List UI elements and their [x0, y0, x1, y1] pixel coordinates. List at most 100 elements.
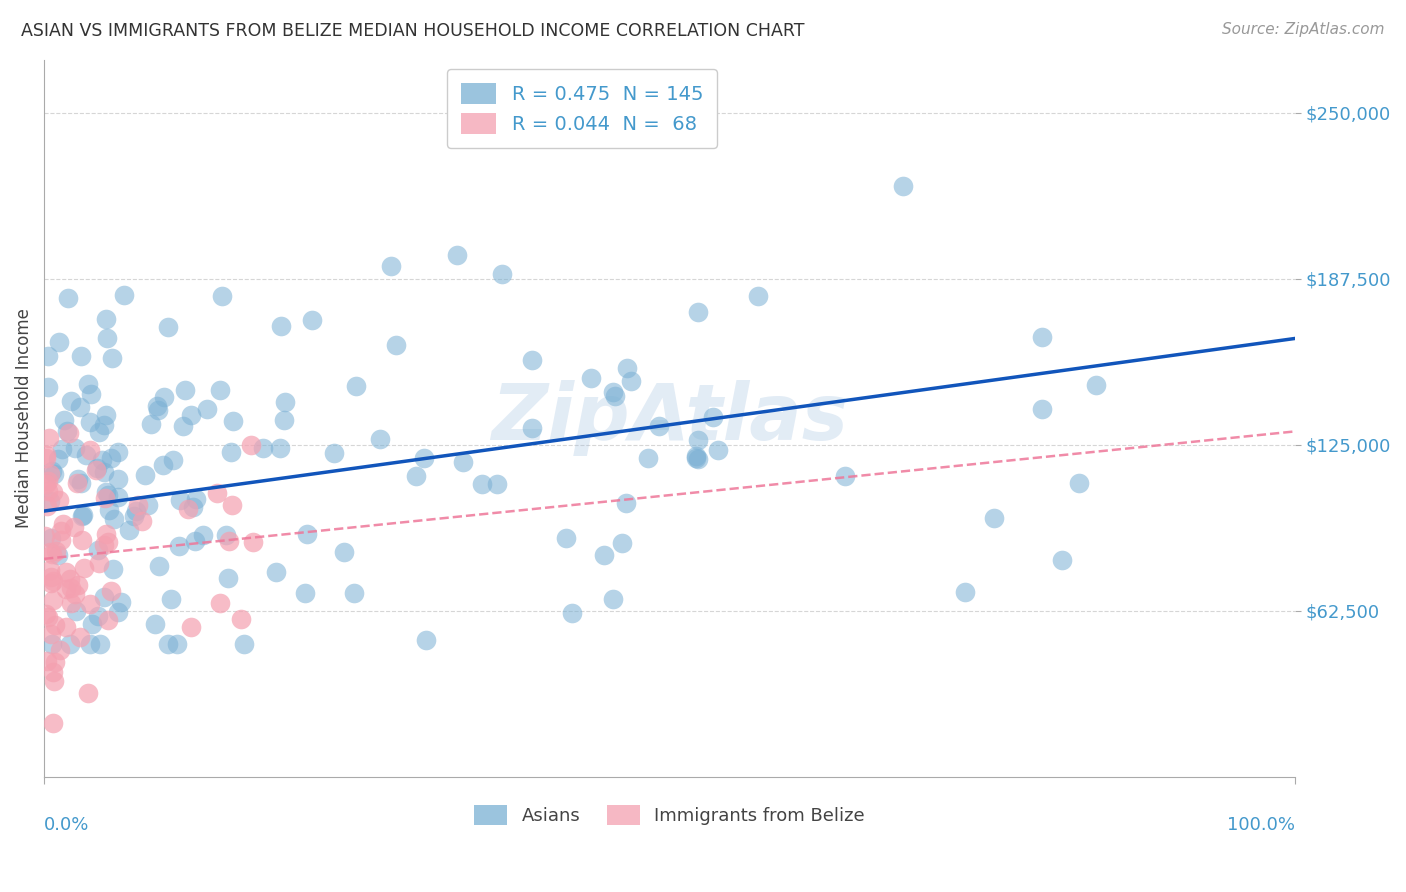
- Point: [37, 483, 59, 498]
- Point: [97, 488, 120, 502]
- Point: [58, 426, 80, 441]
- Point: [59, 581, 82, 595]
- Point: [686, 305, 709, 319]
- Point: [49, 524, 72, 538]
- Point: [62, 520, 84, 534]
- Point: [44, 617, 66, 632]
- Point: [614, 496, 637, 510]
- Point: [55, 566, 77, 580]
- Point: [131, 514, 153, 528]
- Point: [41, 547, 63, 561]
- Point: [70, 509, 93, 524]
- Text: ZipAtlas: ZipAtlas: [491, 380, 848, 456]
- Point: [156, 319, 179, 334]
- Point: [413, 451, 436, 466]
- Point: [451, 455, 474, 469]
- Point: [89, 637, 111, 651]
- Point: [1031, 329, 1053, 343]
- Point: [39, 531, 62, 545]
- Point: [208, 596, 231, 610]
- Point: [96, 331, 118, 345]
- Point: [107, 605, 129, 619]
- Point: [94, 311, 117, 326]
- Point: [94, 408, 117, 422]
- Point: [166, 637, 188, 651]
- Point: [146, 402, 169, 417]
- Point: [270, 318, 292, 333]
- Point: [37, 349, 59, 363]
- Point: [273, 412, 295, 426]
- Legend: Asians, Immigrants from Belize: Asians, Immigrants from Belize: [467, 797, 872, 832]
- Point: [87, 543, 110, 558]
- Point: [205, 486, 228, 500]
- Point: [169, 539, 191, 553]
- Point: [208, 384, 231, 398]
- Point: [520, 353, 543, 368]
- Point: [561, 606, 583, 620]
- Point: [368, 433, 391, 447]
- Point: [72, 508, 94, 523]
- Point: [138, 499, 160, 513]
- Point: [264, 566, 287, 580]
- Point: [56, 424, 79, 438]
- Point: [211, 289, 233, 303]
- Point: [637, 451, 659, 466]
- Y-axis label: Median Household Income: Median Household Income: [15, 308, 32, 528]
- Point: [415, 633, 437, 648]
- Point: [294, 585, 316, 599]
- Point: [41, 464, 63, 478]
- Point: [219, 445, 242, 459]
- Point: [97, 613, 120, 627]
- Point: [685, 449, 707, 463]
- Point: [94, 491, 117, 506]
- Point: [93, 538, 115, 552]
- Point: [86, 460, 108, 475]
- Point: [93, 590, 115, 604]
- Point: [148, 559, 170, 574]
- Point: [107, 444, 129, 458]
- Point: [37, 654, 59, 668]
- Text: Source: ZipAtlas.com: Source: ZipAtlas.com: [1222, 22, 1385, 37]
- Text: 100.0%: 100.0%: [1227, 816, 1295, 834]
- Point: [252, 442, 274, 456]
- Point: [301, 312, 323, 326]
- Point: [134, 468, 156, 483]
- Point: [706, 442, 728, 457]
- Point: [446, 248, 468, 262]
- Point: [65, 603, 87, 617]
- Point: [616, 361, 638, 376]
- Point: [66, 578, 89, 592]
- Point: [79, 442, 101, 457]
- Point: [174, 384, 197, 398]
- Point: [52, 517, 75, 532]
- Point: [59, 637, 82, 651]
- Point: [1067, 475, 1090, 490]
- Point: [44, 655, 66, 669]
- Point: [172, 419, 194, 434]
- Point: [685, 451, 707, 466]
- Point: [59, 572, 82, 586]
- Point: [67, 471, 90, 485]
- Point: [42, 484, 65, 499]
- Point: [39, 563, 62, 577]
- Point: [107, 472, 129, 486]
- Point: [34, 607, 56, 622]
- Point: [127, 498, 149, 512]
- Point: [125, 504, 148, 518]
- Point: [112, 287, 135, 301]
- Point: [143, 617, 166, 632]
- Point: [39, 545, 62, 559]
- Point: [273, 395, 295, 409]
- Point: [59, 394, 82, 409]
- Point: [87, 609, 110, 624]
- Point: [98, 503, 121, 517]
- Point: [983, 511, 1005, 525]
- Point: [63, 587, 86, 601]
- Point: [162, 453, 184, 467]
- Point: [76, 377, 98, 392]
- Point: [70, 533, 93, 547]
- Point: [48, 334, 70, 349]
- Point: [55, 619, 77, 633]
- Point: [39, 575, 62, 590]
- Point: [94, 527, 117, 541]
